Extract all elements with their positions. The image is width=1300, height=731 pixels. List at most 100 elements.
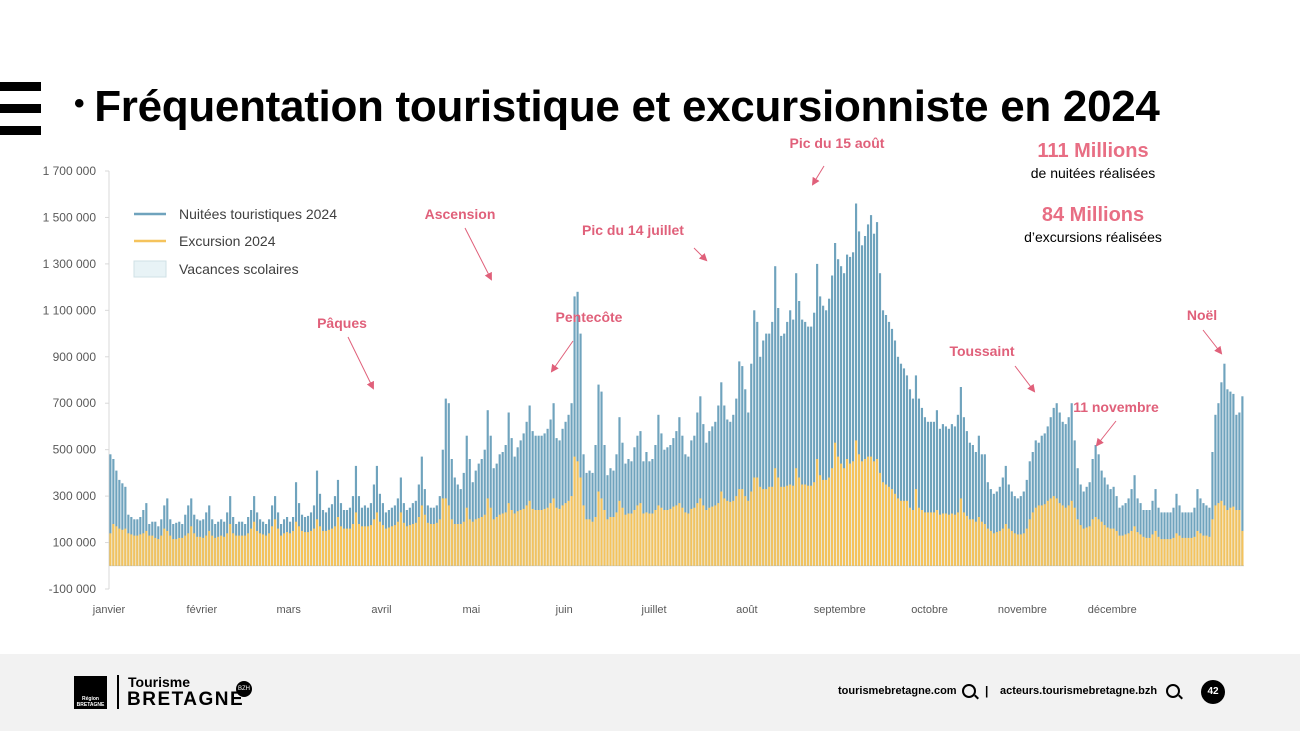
- bar-excursion: [543, 508, 546, 566]
- bar-nuitees: [1226, 389, 1229, 566]
- search-icon[interactable]: [962, 684, 976, 698]
- bar-excursion: [621, 507, 624, 566]
- bar-excursion: [1202, 535, 1205, 566]
- bar-nuitees: [1034, 440, 1037, 566]
- bar-excursion: [989, 530, 992, 566]
- bar-nuitees: [980, 454, 983, 566]
- bar-excursion: [127, 533, 130, 566]
- bar-nuitees: [684, 454, 687, 566]
- x-tick-label: mars: [276, 604, 301, 616]
- bar-nuitees: [714, 421, 717, 566]
- bar-nuitees: [1112, 486, 1115, 566]
- bar-excursion: [468, 519, 471, 566]
- bar-nuitees: [992, 493, 995, 566]
- bar-excursion: [917, 507, 921, 566]
- bar-nuitees: [1028, 461, 1031, 566]
- bar-nuitees: [693, 435, 696, 566]
- bar-excursion: [1007, 528, 1010, 566]
- bar-nuitees: [780, 335, 783, 566]
- bar-nuitees: [851, 252, 855, 566]
- bar-excursion: [268, 533, 271, 566]
- bar-excursion: [684, 512, 687, 566]
- bar-excursion: [309, 530, 313, 566]
- bar-nuitees: [950, 424, 953, 566]
- bar-excursion: [854, 440, 858, 566]
- bar-nuitees: [768, 333, 771, 566]
- brand-line1: Tourisme: [128, 674, 190, 690]
- bar-excursion: [187, 533, 190, 566]
- bar-nuitees: [1022, 491, 1025, 566]
- bar-nuitees: [453, 477, 456, 566]
- footer-separator: |: [985, 684, 989, 698]
- bar-nuitees: [807, 326, 810, 566]
- bar-excursion: [1154, 530, 1157, 566]
- x-tick-label: avril: [371, 604, 391, 616]
- bar-nuitees: [663, 449, 666, 566]
- bar-excursion: [172, 539, 175, 566]
- bar-excursion: [145, 530, 148, 566]
- stat-excursions-value: 84 Millions: [1041, 204, 1145, 226]
- bar-nuitees: [884, 315, 888, 566]
- bar-excursion: [402, 522, 405, 566]
- annotation-paques: Pâques: [317, 315, 367, 331]
- bar-excursion: [729, 501, 732, 566]
- bar-nuitees: [1085, 486, 1088, 566]
- bar-nuitees: [929, 421, 933, 566]
- bar-excursion: [423, 514, 426, 566]
- link-tourismebretagne[interactable]: tourismebretagne.com: [838, 685, 957, 697]
- search-icon[interactable]: [1166, 684, 1180, 698]
- bar-excursion: [998, 530, 1001, 566]
- bar-excursion: [881, 482, 885, 566]
- link-acteurs[interactable]: acteurs.tourismebretagne.bzh: [1000, 685, 1158, 697]
- bar-nuitees: [561, 428, 564, 566]
- bar-nuitees: [968, 442, 971, 566]
- x-axis: janvier février mars avril mai juin juillet aoû…: [92, 565, 1244, 616]
- bar-excursion: [834, 442, 837, 566]
- bar-excursion: [1181, 537, 1184, 566]
- bar-excursion: [860, 461, 864, 566]
- bar-nuitees: [594, 445, 597, 566]
- bar-excursion: [657, 505, 660, 566]
- bar-nuitees: [495, 463, 498, 566]
- menu-icon: [0, 82, 41, 136]
- bar-excursion: [208, 530, 211, 566]
- bar-excursion: [756, 477, 759, 566]
- bar-nuitees: [1037, 442, 1040, 566]
- bar-excursion: [1100, 521, 1103, 566]
- bar-excursion: [166, 530, 169, 566]
- bar-excursion: [321, 530, 325, 566]
- bar-nuitees: [893, 340, 897, 566]
- bar-excursion: [908, 507, 912, 566]
- bar-excursion: [136, 535, 139, 566]
- bar-excursion: [1160, 539, 1163, 566]
- bar-nuitees: [792, 319, 795, 566]
- bar-excursion: [986, 528, 989, 566]
- bar-nuitees: [1001, 477, 1004, 566]
- bar-excursion: [693, 507, 696, 566]
- bar-nuitees: [124, 486, 127, 566]
- bar-nuitees: [914, 375, 918, 566]
- y-tick-label: 1 300 000: [43, 257, 97, 271]
- bar-nuitees: [537, 435, 540, 566]
- x-tick-label: juillet: [641, 604, 667, 616]
- bar-excursion: [381, 525, 384, 566]
- bar-excursion: [519, 510, 522, 566]
- bar-excursion: [262, 534, 265, 566]
- annotation-arrow-14-juillet: [693, 247, 708, 262]
- bar-excursion: [1172, 537, 1175, 566]
- legend-label-excursion: Excursion 2024: [179, 233, 276, 249]
- bar-nuitees: [579, 333, 582, 566]
- bar-nuitees: [531, 431, 534, 566]
- x-tick-label: février: [187, 604, 218, 616]
- bar-nuitees: [1175, 493, 1178, 566]
- bar-excursion: [1238, 510, 1241, 566]
- bar-excursion: [1046, 500, 1049, 566]
- bar-nuitees: [750, 363, 753, 566]
- bar-excursion: [282, 533, 286, 566]
- bar-excursion: [348, 528, 352, 566]
- bar-excursion: [483, 514, 486, 566]
- bar-excursion: [777, 477, 780, 566]
- bar-nuitees: [708, 431, 711, 566]
- bar-excursion: [983, 524, 986, 566]
- bar-nuitees: [468, 459, 471, 566]
